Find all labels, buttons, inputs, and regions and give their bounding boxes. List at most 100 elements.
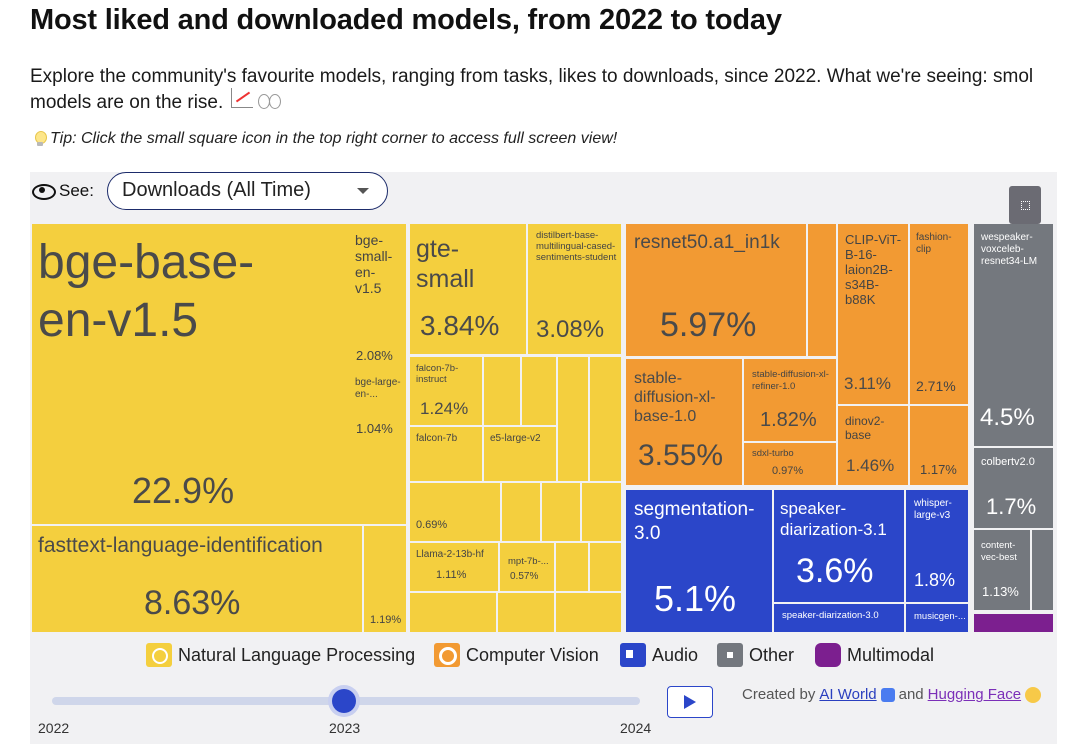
treemap-cell-small[interactable]	[542, 483, 580, 541]
hugging-face-link[interactable]: Hugging Face	[927, 686, 1022, 703]
treemap-cell-segmentation[interactable]: segmentation-3.0 5.1%	[626, 490, 772, 632]
cell-value: 1.13%	[982, 584, 1019, 599]
treemap-cell-sdxl-refiner[interactable]: stable-diffusion-xl-refiner-1.0 1.82%	[744, 359, 836, 441]
treemap-cell-small[interactable]	[808, 224, 836, 356]
cell-label: speaker-diarization-3.1	[780, 499, 887, 539]
treemap-cell-small[interactable]	[498, 593, 554, 632]
year-slider-handle[interactable]	[332, 689, 356, 713]
treemap-cell-fashion-clip[interactable]: fashion-clip 2.71%	[910, 224, 968, 404]
metric-select[interactable]: Downloads (All Time)	[107, 172, 388, 210]
see-label: See:	[32, 181, 94, 201]
treemap-cell-small[interactable]	[522, 357, 556, 425]
cell-label: musicgen-...	[914, 611, 966, 622]
tip: Tip: Click the small square icon in the …	[34, 130, 617, 148]
legend-item-nlp[interactable]: Natural Language Processing	[146, 643, 415, 667]
year-tick-2024: 2024	[620, 720, 652, 736]
year-tick-2023: 2023	[329, 720, 361, 736]
legend-label: Natural Language Processing	[178, 644, 416, 665]
treemap-cell-wespeaker[interactable]: wespeaker-voxceleb-resnet34-LM 4.5%	[974, 224, 1053, 446]
treemap-cell-colbert[interactable]: colbertv2.0 1.7%	[974, 448, 1053, 528]
treemap-cell-small[interactable]	[502, 483, 540, 541]
cell-value: 1.17%	[920, 462, 957, 477]
intro-body: Explore the community's favourite models…	[30, 66, 1034, 113]
treemap-cell-small[interactable]	[590, 543, 621, 591]
fullscreen-icon	[1020, 200, 1030, 210]
legend-label: Computer Vision	[466, 644, 599, 665]
treemap-cell-musicgen[interactable]: musicgen-...	[906, 604, 968, 632]
cell-label: segmentation-3.0	[634, 499, 755, 544]
treemap-cell-llama[interactable]: Llama-2-13b-hf 1.11%	[410, 543, 498, 591]
cell-label: distilbert-base-multilingual-cased-senti…	[536, 230, 617, 263]
cell-value: 0.69%	[416, 519, 448, 531]
hugging-face-icon	[1025, 686, 1042, 703]
treemap-cell-small[interactable]: 1.17%	[910, 406, 968, 485]
treemap-cell-resnet50[interactable]: resnet50.a1_in1k 5.97%	[626, 224, 806, 356]
treemap-cell-small[interactable]	[1032, 530, 1053, 610]
cell-value: 0.97%	[772, 465, 804, 477]
treemap-cell-dinov2[interactable]: dinov2-base 1.46%	[838, 406, 908, 485]
cell-label: CLIP-ViT-B-16-laion2B-s34B-b88K	[845, 232, 902, 307]
play-button[interactable]	[667, 686, 713, 718]
fullscreen-button[interactable]	[1009, 186, 1041, 224]
cell-value: 3.11%	[844, 374, 891, 393]
cell-label: dinov2-base	[845, 414, 885, 442]
treemap-cell-content-vec[interactable]: content-vec-best 1.13%	[974, 530, 1030, 610]
legend-item-other[interactable]: Other	[717, 643, 794, 667]
treemap-cell-falcon-7b-instruct[interactable]: falcon-7b-instruct 1.24%	[410, 357, 482, 425]
treemap-cell-sdxl-base[interactable]: stable-diffusion-xl-base-1.0 3.55%	[626, 359, 742, 485]
treemap-cell-small[interactable]	[378, 445, 406, 524]
treemap-cell-distilbert[interactable]: distilbert-base-multilingual-cased-senti…	[528, 224, 621, 354]
treemap-cell-small[interactable]	[558, 357, 588, 481]
legend-item-audio[interactable]: Audio	[620, 643, 698, 667]
chart-increasing-icon	[230, 88, 253, 108]
credit-joiner: and	[898, 686, 924, 703]
eye-icon	[32, 184, 56, 200]
treemap-cell-small[interactable]	[582, 483, 621, 541]
eyes-icon	[257, 94, 281, 109]
cell-value: 22.9%	[132, 470, 235, 511]
cell-label: mpt-7b-...	[508, 556, 549, 567]
treemap-cell-small[interactable]	[484, 357, 520, 425]
see-label-text: See:	[59, 181, 94, 200]
treemap-cell-small[interactable]: 0.69%	[410, 483, 500, 541]
cell-value: 1.04%	[356, 421, 393, 436]
treemap-cell-bge-base-en-v1-5[interactable]: bge-base-en-v1.5 22.9%	[32, 224, 406, 524]
cell-label: stable-diffusion-xl-refiner-1.0	[752, 369, 829, 392]
treemap-cell-speaker-diarization-3-0[interactable]: speaker-diarization-3.0	[774, 604, 904, 632]
treemap-cell-small[interactable]	[556, 593, 621, 632]
ai-world-link[interactable]: AI World	[819, 686, 877, 703]
page-title: Most liked and downloaded models, from 2…	[30, 4, 782, 36]
cell-value: 1.82%	[760, 409, 817, 431]
cell-label: bge-base-en-v1.5	[38, 236, 255, 347]
multimodal-category-icon	[815, 643, 841, 667]
cell-value: 3.08%	[536, 316, 605, 343]
cell-value: 1.8%	[914, 570, 956, 590]
treemap-cell-e5-large[interactable]: e5-large-v2	[484, 427, 556, 481]
treemap-cell-mpt[interactable]: mpt-7b-... 0.57%	[500, 543, 554, 591]
treemap-cell-falcon-7b[interactable]: falcon-7b	[410, 427, 482, 481]
treemap-cell-small[interactable]	[410, 593, 496, 632]
cell-value: 1.46%	[846, 456, 895, 475]
treemap-cell-gte-small[interactable]: gte-small 3.84%	[410, 224, 526, 354]
cell-label: bge-small-en-v1.5	[355, 232, 393, 297]
treemap-cell-sdxl-turbo[interactable]: sdxl-turbo 0.97%	[744, 443, 836, 485]
treemap-cell-small[interactable]	[350, 445, 376, 524]
treemap-cell-bge-small[interactable]: bge-small-en-v1.5 2.08%	[350, 224, 406, 369]
legend-item-cv[interactable]: Computer Vision	[434, 643, 599, 667]
speaker-icon	[620, 643, 646, 667]
treemap-cell-speaker-diarization-3-1[interactable]: speaker-diarization-3.1 3.6%	[774, 490, 904, 602]
metric-select-value: Downloads (All Time)	[122, 179, 311, 201]
treemap-cell-small[interactable]	[590, 357, 621, 481]
cell-value: 2.08%	[356, 348, 393, 363]
cell-label: wespeaker-voxceleb-resnet34-LM	[981, 232, 1038, 267]
treemap-cell-bge-large[interactable]: bge-large-en-... 1.04%	[350, 371, 406, 443]
treemap-cell-clip[interactable]: CLIP-ViT-B-16-laion2B-s34B-b88K 3.11%	[838, 224, 908, 404]
cell-value: 5.1%	[654, 578, 737, 619]
legend-item-multimodal[interactable]: Multimodal	[815, 643, 934, 667]
treemap-cell-small[interactable]: 1.19%	[364, 526, 406, 632]
treemap-cell-small[interactable]	[556, 543, 588, 591]
treemap-cell-whisper[interactable]: whisper-large-v3 1.8%	[906, 490, 968, 602]
cell-label: gte-small	[416, 235, 475, 293]
treemap-cell-multimodal[interactable]	[974, 614, 1053, 632]
treemap-cell-fasttext[interactable]: fasttext-language-identification 8.63%	[32, 526, 362, 632]
